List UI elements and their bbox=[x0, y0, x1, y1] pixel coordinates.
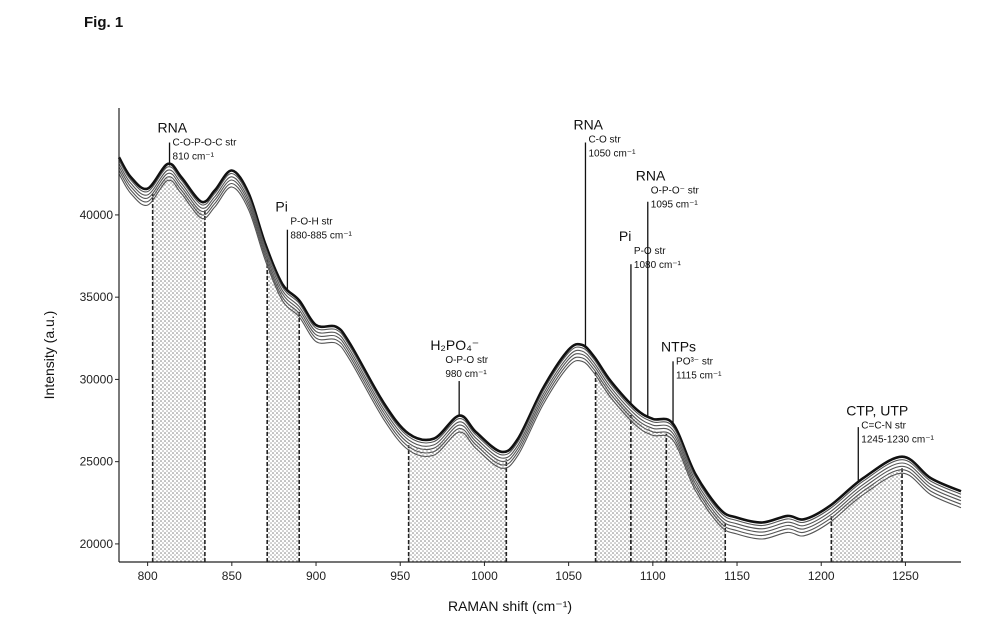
y-tick-label: 40000 bbox=[80, 208, 114, 222]
x-tick-label: 1000 bbox=[471, 569, 498, 583]
x-tick-label: 950 bbox=[390, 569, 410, 583]
shaded-region-2 bbox=[267, 260, 300, 562]
annotation-detail-text: 980 cm⁻¹ bbox=[445, 369, 487, 380]
x-tick-label: 800 bbox=[138, 569, 158, 583]
x-tick-label: 1050 bbox=[555, 569, 582, 583]
annotation-detail-text: P-O str bbox=[634, 246, 666, 257]
shaded-region-6 bbox=[666, 433, 726, 562]
y-tick-label: 25000 bbox=[80, 455, 114, 469]
shaded-region-5 bbox=[630, 414, 667, 562]
annotation-detail-text: PO³⁻ str bbox=[676, 356, 714, 367]
annotation-group-label: RNA bbox=[573, 116, 603, 132]
annotation-detail-text: 810 cm⁻¹ bbox=[173, 152, 215, 163]
annotation-detail-text: O-P-O str bbox=[445, 355, 488, 366]
shaded-region-4 bbox=[595, 370, 631, 562]
x-axis-label: RAMAN shift (cm⁻¹) bbox=[448, 598, 572, 614]
annotation-detail-text: 880-885 cm⁻¹ bbox=[290, 231, 352, 242]
annotation-detail-text: C-O str bbox=[588, 134, 621, 145]
annotation-group-label: RNA bbox=[636, 167, 666, 183]
annotation-group-label: H₂PO₄⁻ bbox=[430, 337, 479, 353]
y-axis-label: Intensity (a.u.) bbox=[41, 311, 57, 400]
y-tick-label: 35000 bbox=[80, 290, 114, 304]
y-tick-label: 30000 bbox=[80, 372, 114, 386]
shaded-region-1 bbox=[152, 175, 205, 562]
annotation-detail-text: 1050 cm⁻¹ bbox=[588, 148, 636, 159]
x-tick-label: 900 bbox=[306, 569, 326, 583]
spectrum-series-5 bbox=[118, 170, 962, 537]
spectrum-series-6 bbox=[118, 173, 962, 540]
annotation-detail-text: 1080 cm⁻¹ bbox=[634, 260, 682, 271]
annotation-detail-text: C-O-P-O-C str bbox=[173, 138, 238, 149]
annotation-group-label: Pi bbox=[619, 228, 631, 244]
annotation-detail-text: P-O-H str bbox=[290, 217, 333, 228]
spectrum-series-3 bbox=[118, 163, 962, 530]
spectrum-series-2 bbox=[118, 160, 962, 527]
annotation-group-label: Pi bbox=[275, 199, 287, 215]
annotation-detail-text: O-P-O⁻ str bbox=[651, 185, 700, 196]
annotation-detail-text: 1245-1230 cm⁻¹ bbox=[861, 435, 934, 446]
x-tick-label: 1100 bbox=[640, 569, 666, 583]
x-tick-label: 1150 bbox=[724, 569, 750, 583]
shaded-region-7 bbox=[831, 468, 903, 562]
x-tick-label: 1200 bbox=[808, 569, 835, 583]
annotation-group-label: NTPs bbox=[661, 338, 696, 354]
annotation-detail-text: 1115 cm⁻¹ bbox=[676, 370, 722, 381]
y-tick-label: 20000 bbox=[80, 537, 114, 551]
annotation-detail-text: C=C-N str bbox=[861, 421, 906, 432]
figure-label: Fig. 1 bbox=[84, 14, 124, 31]
annotation-detail-text: 1095 cm⁻¹ bbox=[651, 199, 699, 210]
annotation-group-label: RNA bbox=[158, 120, 188, 136]
annotation-group-label: CTP, UTP bbox=[846, 403, 908, 419]
x-tick-label: 1250 bbox=[892, 569, 919, 583]
spectrum-series-1 bbox=[117, 156, 962, 524]
shaded-region-3 bbox=[408, 427, 507, 562]
x-tick-label: 850 bbox=[222, 569, 242, 583]
spectrum-series-4 bbox=[118, 166, 962, 533]
